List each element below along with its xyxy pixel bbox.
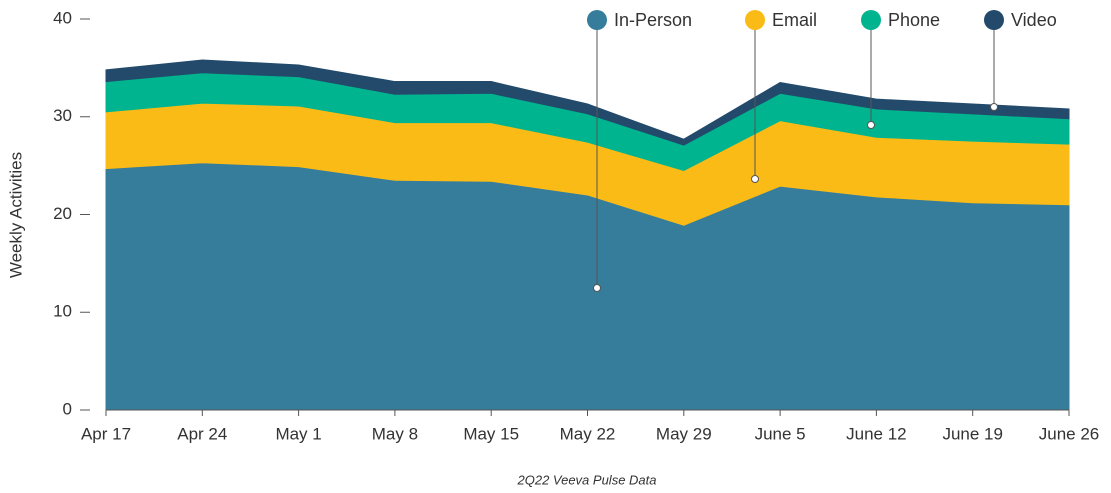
x-tick-label: May 15 [463,424,519,443]
legend-label: In-Person [614,10,692,30]
x-tick-label: May 29 [656,424,712,443]
x-tick-label: May 1 [275,424,321,443]
x-tick-label: June 26 [1039,424,1100,443]
y-axis-label: Weekly Activities [6,152,25,278]
x-tick-label: June 19 [942,424,1003,443]
leader-dot [593,284,601,292]
x-tick-label: Apr 24 [177,424,227,443]
x-tick-label: May 8 [372,424,418,443]
area [105,59,1070,146]
y-tick-label: 30 [53,106,72,125]
leader-dot [751,175,759,183]
x-tick-label: June 5 [755,424,806,443]
leader-dot [990,103,998,111]
legend-swatch [745,10,765,30]
legend-swatch [984,10,1004,30]
legend-swatch [861,10,881,30]
legend-label: Phone [888,10,940,30]
y-tick-label: 10 [53,302,72,321]
x-tick-label: Apr 17 [81,424,131,443]
legend-label: Video [1011,10,1057,30]
leader-dot [867,121,875,129]
x-tick-label: May 22 [560,424,616,443]
caption: 2Q22 Veeva Pulse Data [517,472,657,487]
x-tick-label: June 12 [846,424,907,443]
legend-label: Email [772,10,817,30]
y-tick-label: 40 [53,8,72,27]
legend-swatch [587,10,607,30]
y-tick-label: 20 [53,204,72,223]
y-tick-label: 0 [63,399,72,418]
